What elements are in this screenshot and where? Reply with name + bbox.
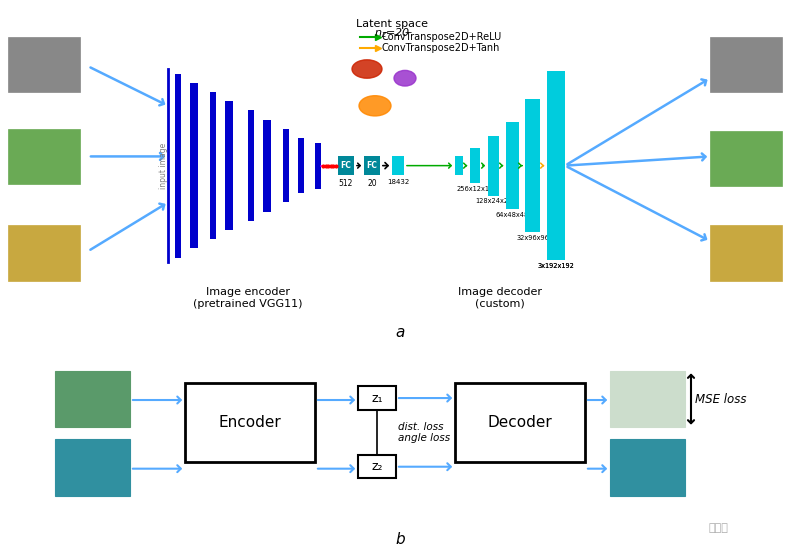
Bar <box>263 120 271 211</box>
Text: ConvTranspose2D+Tanh: ConvTranspose2D+Tanh <box>382 43 500 53</box>
Bar <box>8 129 80 184</box>
Bar <box>8 37 80 92</box>
Bar <box>18 138 90 193</box>
Bar <box>470 148 480 183</box>
Text: Latent space: Latent space <box>357 18 429 28</box>
Text: Encoder: Encoder <box>218 415 282 430</box>
Bar <box>185 384 315 462</box>
Text: Image encoder
(pretrained VGG11): Image encoder (pretrained VGG11) <box>194 287 302 309</box>
Bar <box>315 143 321 189</box>
Bar <box>710 225 782 281</box>
Text: ConvTranspose2D+ReLU: ConvTranspose2D+ReLU <box>382 32 502 42</box>
Bar <box>700 140 772 195</box>
Text: input image: input image <box>158 143 167 189</box>
Text: 3x192x192: 3x192x192 <box>538 263 574 269</box>
Bar <box>392 157 404 175</box>
Bar <box>455 384 585 462</box>
Bar <box>488 136 499 195</box>
Text: 64x48x48: 64x48x48 <box>496 212 529 218</box>
Ellipse shape <box>352 60 382 78</box>
Bar <box>18 46 90 101</box>
Bar <box>283 129 289 203</box>
Bar <box>335 42 450 138</box>
Bar <box>338 157 354 175</box>
Bar <box>175 74 181 258</box>
Bar <box>18 235 90 290</box>
Bar <box>455 157 463 175</box>
Bar <box>358 386 396 410</box>
Bar <box>700 46 772 101</box>
Bar <box>610 439 685 496</box>
Text: 智东西: 智东西 <box>708 523 728 533</box>
Bar <box>700 235 772 290</box>
Text: a: a <box>395 325 405 340</box>
Text: b: b <box>395 532 405 547</box>
Text: dist. loss
angle loss: dist. loss angle loss <box>398 422 450 443</box>
Text: $n_z$=20: $n_z$=20 <box>374 26 410 39</box>
Bar <box>610 371 685 427</box>
Text: FC: FC <box>366 161 378 170</box>
Bar <box>55 439 130 496</box>
Bar <box>248 110 254 221</box>
Bar <box>547 71 565 260</box>
Text: 18432: 18432 <box>387 179 409 184</box>
Text: 20: 20 <box>367 179 377 188</box>
Text: 256x12x12: 256x12x12 <box>456 186 494 192</box>
Ellipse shape <box>359 95 391 116</box>
Text: Image decoder
(custom): Image decoder (custom) <box>458 287 542 309</box>
Text: 3x192x192: 3x192x192 <box>538 263 574 269</box>
Bar <box>506 122 519 209</box>
Text: z₁: z₁ <box>371 391 382 405</box>
Bar <box>55 371 130 427</box>
Text: Decoder: Decoder <box>488 415 552 430</box>
Bar <box>190 83 198 249</box>
Text: MSE loss: MSE loss <box>695 392 746 406</box>
Bar <box>298 138 304 193</box>
Bar <box>710 37 782 92</box>
Bar <box>358 455 396 478</box>
Bar <box>8 225 80 281</box>
Text: z₂: z₂ <box>371 460 382 473</box>
Bar <box>210 92 216 239</box>
Text: FC: FC <box>341 161 351 170</box>
Text: 512: 512 <box>339 179 353 188</box>
Bar <box>525 99 540 233</box>
Text: 32x96x96: 32x96x96 <box>516 235 549 241</box>
Bar <box>364 157 380 175</box>
Text: 128x24x24: 128x24x24 <box>475 198 512 204</box>
Ellipse shape <box>394 70 416 86</box>
Bar <box>225 101 233 230</box>
Bar <box>710 130 782 186</box>
